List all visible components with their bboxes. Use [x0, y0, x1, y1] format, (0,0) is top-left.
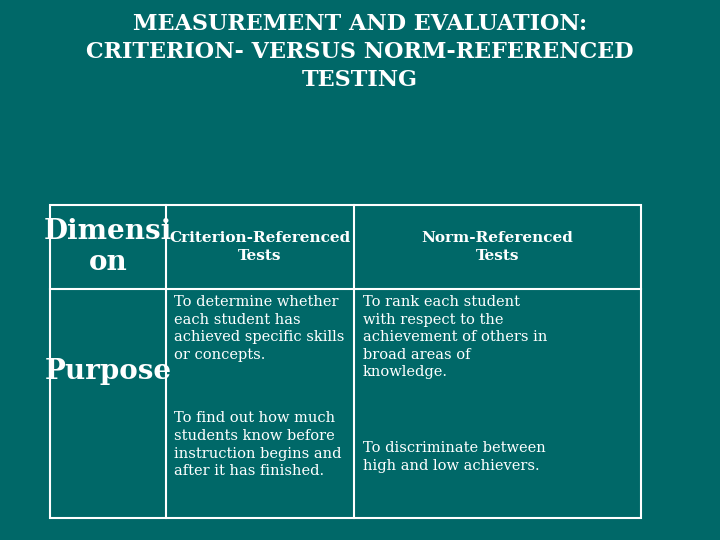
Text: Norm-Referenced
Tests: Norm-Referenced Tests: [422, 231, 574, 263]
Text: Purpose: Purpose: [45, 357, 171, 384]
Text: To determine whether
each student has
achieved specific skills
or concepts.: To determine whether each student has ac…: [174, 295, 345, 362]
Text: To discriminate between
high and low achievers.: To discriminate between high and low ach…: [363, 441, 546, 472]
Text: MEASUREMENT AND EVALUATION:
CRITERION- VERSUS NORM-REFERENCED
TESTING: MEASUREMENT AND EVALUATION: CRITERION- V…: [86, 14, 634, 91]
Text: To rank each student
with respect to the
achievement of others in
broad areas of: To rank each student with respect to the…: [363, 295, 547, 380]
Bar: [50, 205, 641, 518]
Text: Criterion-Referenced
Tests: Criterion-Referenced Tests: [169, 231, 351, 263]
Text: To find out how much
students know before
instruction begins and
after it has fi: To find out how much students know befor…: [174, 411, 342, 478]
Text: Dimensi
on: Dimensi on: [44, 218, 172, 276]
